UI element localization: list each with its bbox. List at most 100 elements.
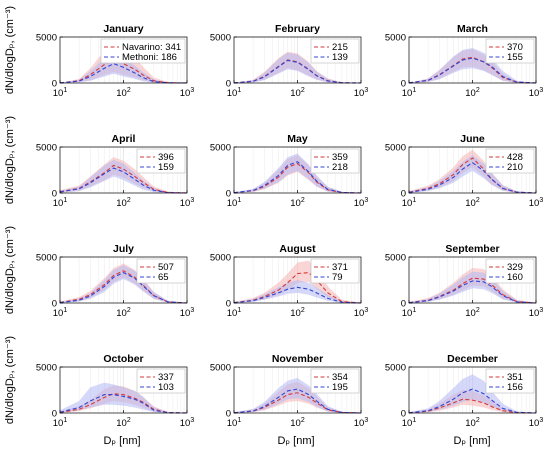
legend-label-navarino: 215 [332, 42, 348, 53]
x-axis-label-col-1: Dₚ [nm] [103, 435, 140, 447]
legend-box [485, 258, 535, 284]
x-tick-label: 101 [227, 417, 242, 429]
panel-title: September [445, 243, 499, 255]
legend-box [136, 258, 186, 284]
x-tick-label: 101 [53, 197, 68, 209]
panel-title: May [287, 133, 308, 145]
band-methoni [409, 155, 536, 193]
y-tick-label: 0 [401, 79, 406, 90]
series-line-methoni [59, 167, 188, 194]
series-line-navarino [408, 398, 537, 414]
series-line-navarino [59, 270, 188, 304]
legend-label-methoni: 218 [332, 162, 348, 173]
legend-label-methoni: 195 [332, 382, 348, 393]
x-tick-label: 102 [290, 197, 305, 209]
legend-box [310, 258, 360, 284]
y-tick-label: 5000 [36, 143, 57, 154]
legend-label-navarino: 370 [507, 42, 523, 53]
legend-box [136, 148, 186, 174]
legend-label-methoni: 79 [332, 272, 343, 283]
legend-label-navarino: Navarino: 341 [122, 42, 181, 53]
series-line-methoni [408, 388, 537, 414]
x-tick-label: 102 [116, 87, 131, 99]
legend-label-methoni: 65 [158, 272, 169, 283]
x-tick-label: 103 [354, 307, 369, 319]
legend-box [310, 148, 360, 174]
x-tick-label: 103 [180, 417, 195, 429]
y-tick-label: 0 [226, 299, 231, 310]
series-line-methoni [59, 394, 188, 414]
y-tick-label: 5000 [210, 143, 231, 154]
legend-box [485, 148, 535, 174]
x-tick-label: 102 [465, 307, 480, 319]
legend-box [100, 38, 186, 64]
y-tick-label: 0 [226, 409, 231, 420]
legend-label-navarino: 371 [332, 262, 348, 273]
y-tick-label: 5000 [385, 363, 406, 374]
legend-box [485, 368, 535, 394]
x-tick-label: 102 [465, 197, 480, 209]
x-tick-label: 101 [402, 87, 417, 99]
series-line-methoni [233, 286, 362, 304]
series-line-methoni [59, 272, 188, 304]
x-tick-label: 101 [53, 417, 68, 429]
y-tick-label: 0 [52, 189, 57, 200]
y-tick-label: 5000 [385, 33, 406, 44]
series-line-methoni [233, 388, 362, 414]
panel-january: January 0 5000 101 102 103 Navarino: 341Methon… [36, 23, 194, 99]
panel-title: April [112, 133, 136, 145]
y-tick-label: 0 [401, 299, 406, 310]
x-tick-label: 103 [354, 87, 369, 99]
x-tick-label: 103 [180, 87, 195, 99]
y-tick-label: 5000 [385, 143, 406, 154]
y-tick-label: 0 [52, 299, 57, 310]
legend-label-methoni: 103 [158, 382, 174, 393]
y-tick-label: 0 [401, 189, 406, 200]
series-line-navarino [59, 58, 188, 84]
x-tick-label: 101 [53, 87, 68, 99]
legend-box [310, 38, 360, 64]
legend-label-navarino: 354 [332, 372, 348, 383]
series-line-methoni [408, 161, 537, 194]
x-tick-label: 101 [402, 197, 417, 209]
x-tick-label: 102 [290, 307, 305, 319]
series-line-navarino [59, 164, 188, 194]
x-axis-label-col-3: Dₚ [nm] [453, 435, 490, 447]
y-tick-label: 5000 [210, 33, 231, 44]
series-line-methoni [408, 280, 537, 304]
y-tick-label: 0 [401, 409, 406, 420]
x-tick-label: 102 [290, 87, 305, 99]
panel-title: March [457, 23, 488, 35]
legend-label-methoni: 159 [158, 162, 174, 173]
series-line-methoni [233, 59, 362, 84]
panel-title: August [279, 243, 316, 255]
x-tick-label: 102 [116, 417, 131, 429]
legend-label-navarino: 428 [507, 152, 523, 163]
y-tick-label: 0 [226, 189, 231, 200]
x-tick-label: 102 [290, 417, 305, 429]
y-tick-label: 5000 [210, 253, 231, 264]
x-tick-label: 102 [465, 87, 480, 99]
legend-label-methoni: 156 [507, 382, 523, 393]
y-tick-label: 5000 [36, 253, 57, 264]
panel-title: July [113, 243, 134, 255]
x-tick-label: 101 [227, 87, 242, 99]
panel-title: February [275, 23, 320, 35]
x-tick-label: 103 [180, 307, 195, 319]
legend-label-navarino: 396 [158, 152, 174, 163]
legend-label-methoni: Methoni: 186 [122, 52, 177, 63]
series-line-methoni [408, 57, 537, 84]
x-tick-label: 103 [529, 197, 544, 209]
x-tick-label: 102 [465, 417, 480, 429]
band-methoni [234, 153, 361, 193]
legend-box [310, 368, 360, 394]
series-line-navarino [59, 393, 188, 414]
y-axis-label-row-3: dN/dlogDₚ, (cm⁻³) [4, 226, 16, 314]
